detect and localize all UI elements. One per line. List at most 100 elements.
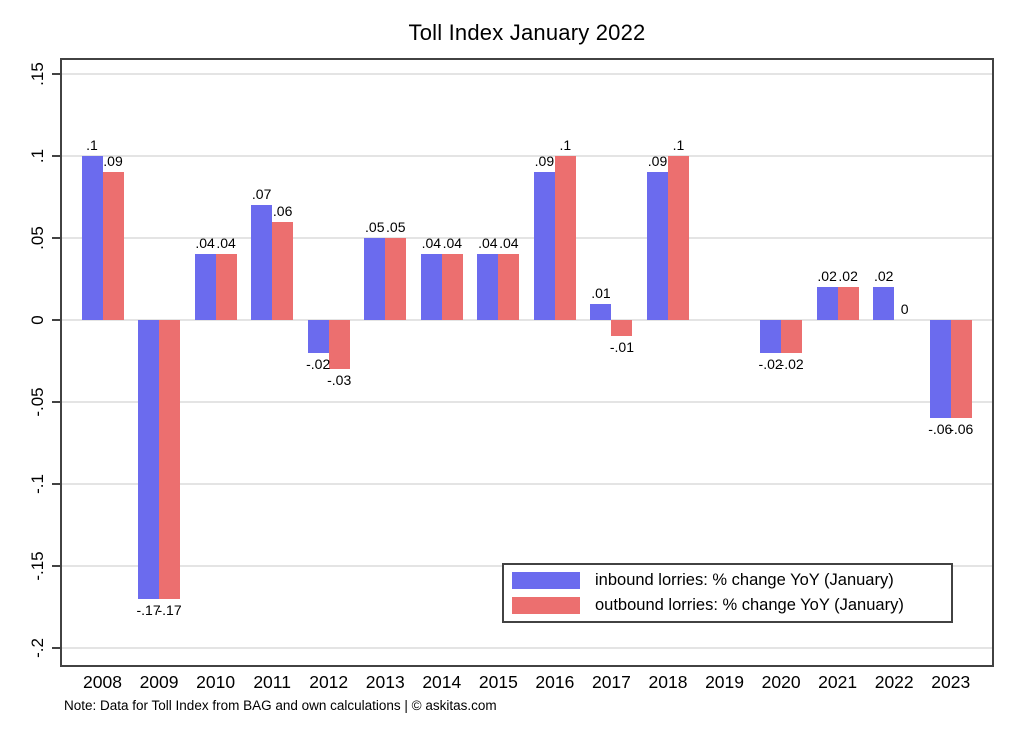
outbound-bar-2020 xyxy=(781,320,803,353)
x-tick-label-2015: 2015 xyxy=(478,672,518,692)
outbound-label-2010: .04 xyxy=(216,235,236,252)
x-tick-label-2020: 2020 xyxy=(761,672,801,692)
inbound-label-2014: .04 xyxy=(421,235,442,252)
outbound-bar-2023 xyxy=(950,320,972,419)
outbound-bar-2010 xyxy=(215,254,237,320)
inbound-bar-2015 xyxy=(477,254,499,320)
y-tick-label--.05: -.05 xyxy=(28,387,47,417)
outbound-label-2021: .02 xyxy=(838,268,858,285)
x-tick-label-2012: 2012 xyxy=(309,672,349,692)
inbound-label-2010: .04 xyxy=(195,235,215,252)
y-tick-mark-0 xyxy=(52,319,60,321)
x-tick-label-2010: 2010 xyxy=(196,672,236,692)
inbound-bar-2022 xyxy=(873,287,895,320)
inbound-label-2009: -.17 xyxy=(136,601,161,618)
x-tick-label-2013: 2013 xyxy=(365,672,405,692)
y-tick-mark-.1 xyxy=(52,155,60,157)
outbound-bar-2018 xyxy=(668,156,689,320)
outbound-bar-2009 xyxy=(159,320,181,599)
x-tick-label-2011: 2011 xyxy=(253,672,291,692)
legend-row-inbound: inbound lorries: % change YoY (January) xyxy=(512,572,951,589)
outbound-label-2022: 0 xyxy=(900,301,909,317)
outbound-label-2017: -.01 xyxy=(609,339,634,356)
outbound-label-2020: -.02 xyxy=(779,355,804,372)
outbound-bar-2017 xyxy=(611,320,633,337)
outbound-label-2023: -.06 xyxy=(949,421,974,438)
chart-title: Toll Index January 2022 xyxy=(408,20,646,45)
x-tick-label-2023: 2023 xyxy=(931,672,971,692)
gridline--.05 xyxy=(60,401,994,403)
inbound-label-2011: .07 xyxy=(251,186,272,203)
inbound-bar-2020 xyxy=(760,320,782,353)
outbound-label-2018: .1 xyxy=(672,137,685,153)
y-tick-mark-.05 xyxy=(52,237,60,239)
gridline--.1 xyxy=(60,483,994,485)
outbound-bar-2021 xyxy=(837,287,859,320)
inbound-bar-2023 xyxy=(929,320,951,419)
inbound-label-2018: .09 xyxy=(647,153,668,170)
inbound-bar-2012 xyxy=(307,320,329,353)
inbound-label-2013: .05 xyxy=(365,219,385,235)
inbound-bar-2014 xyxy=(420,254,442,320)
x-tick-label-2009: 2009 xyxy=(139,672,179,692)
outbound-label-2016: .1 xyxy=(559,137,572,153)
x-tick-label-2014: 2014 xyxy=(422,672,462,692)
inbound-swatch xyxy=(512,572,580,589)
legend-label-inbound: inbound lorries: % change YoY (January) xyxy=(595,571,894,589)
outbound-bar-2011 xyxy=(272,221,294,320)
outbound-bar-2013 xyxy=(385,238,407,320)
y-tick-mark--.15 xyxy=(52,565,60,567)
inbound-bar-2021 xyxy=(816,287,838,320)
x-tick-label-2022: 2022 xyxy=(874,672,914,692)
legend: inbound lorries: % change YoY (January) … xyxy=(502,563,953,623)
gridline-.05 xyxy=(60,237,994,239)
gridline-.1 xyxy=(60,155,994,157)
inbound-label-2021: .02 xyxy=(817,268,837,285)
gridline-.15 xyxy=(60,73,994,75)
inbound-bar-2017 xyxy=(590,303,612,320)
outbound-label-2009: -.17 xyxy=(157,601,182,618)
y-tick-label--.15: -.15 xyxy=(28,551,47,581)
source-note: Note: Data for Toll Index from BAG and o… xyxy=(64,698,497,713)
x-tick-label-2018: 2018 xyxy=(648,672,688,692)
inbound-label-2015: .04 xyxy=(478,235,498,252)
inbound-bar-2013 xyxy=(364,238,386,320)
inbound-bar-2018 xyxy=(647,172,668,320)
y-tick-mark-.15 xyxy=(52,73,60,75)
legend-label-outbound: outbound lorries: % change YoY (January) xyxy=(595,596,904,614)
y-tick-mark--.1 xyxy=(52,483,60,485)
inbound-label-2020: -.02 xyxy=(758,355,783,372)
outbound-bar-2012 xyxy=(328,320,350,370)
inbound-bar-2016 xyxy=(533,172,555,320)
outbound-swatch xyxy=(512,597,580,614)
inbound-label-2023: -.06 xyxy=(928,421,953,438)
y-tick-label-.1: .1 xyxy=(28,148,47,164)
x-tick-label-2017: 2017 xyxy=(591,672,631,692)
inbound-label-2022: .02 xyxy=(873,268,894,285)
x-tick-label-2021: 2021 xyxy=(818,672,858,692)
outbound-label-2011: .06 xyxy=(272,202,293,219)
inbound-bar-2011 xyxy=(251,205,273,320)
outbound-bar-2016 xyxy=(554,156,576,320)
y-tick-mark--.2 xyxy=(52,647,60,649)
inbound-label-2016: .09 xyxy=(534,153,555,170)
x-tick-label-2008: 2008 xyxy=(83,672,122,692)
x-tick-label-2019: 2019 xyxy=(705,672,745,692)
y-tick-label-.15: .15 xyxy=(28,62,47,86)
y-tick-mark--.05 xyxy=(52,401,60,403)
inbound-label-2008: .1 xyxy=(86,137,98,153)
outbound-label-2012: -.03 xyxy=(327,372,352,389)
legend-row-outbound: outbound lorries: % change YoY (January) xyxy=(512,597,951,614)
outbound-bar-2008 xyxy=(102,172,124,320)
outbound-label-2014: .04 xyxy=(442,235,463,252)
outbound-bar-2015 xyxy=(498,254,520,320)
y-tick-label-.05: .05 xyxy=(28,226,47,250)
outbound-label-2015: .04 xyxy=(499,235,519,252)
gridline--.2 xyxy=(60,647,994,649)
inbound-bar-2008 xyxy=(81,156,103,320)
x-tick-label-2016: 2016 xyxy=(535,672,575,692)
y-tick-label--.2: -.2 xyxy=(28,638,47,658)
outbound-label-2013: .05 xyxy=(386,219,406,235)
gridline-0 xyxy=(60,319,994,321)
